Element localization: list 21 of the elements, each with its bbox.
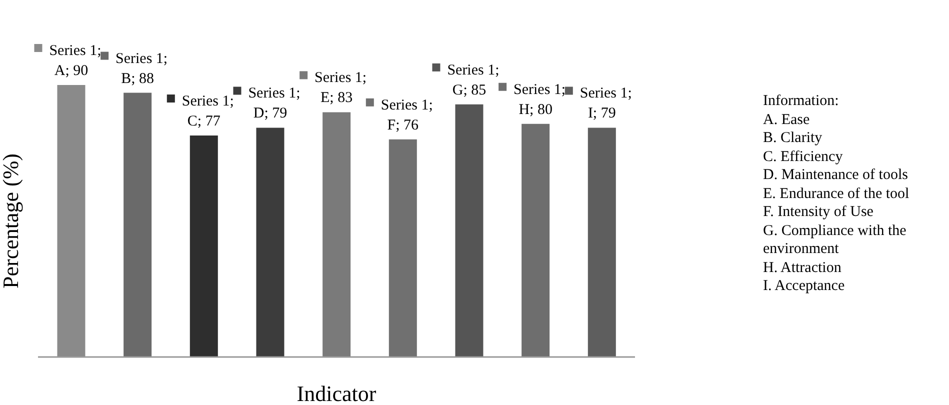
text: Information:: [763, 92, 840, 110]
data-label: Series 1; B; 88: [116, 50, 168, 87]
text: B. Clarity: [763, 129, 824, 148]
data-label: Series 1; F; 76: [380, 97, 433, 134]
data-label: Series 1; A; 90: [49, 43, 102, 79]
data-label: Series 1; C; 77: [182, 94, 234, 130]
data-label: Series 1; E; 83: [314, 70, 367, 106]
data-label: Series 1; I; 79: [580, 86, 632, 122]
x-axis-title: Indicator: [296, 381, 377, 405]
data-label: Series 1; D; 79: [248, 86, 300, 122]
data-label: Series 1; G; 85: [447, 62, 500, 98]
text: F. Intensity of Use: [763, 203, 874, 222]
text: G. Compliance with the environment: [763, 222, 908, 258]
text: E. Endurance of the tool: [763, 184, 910, 203]
data-label: Series 1; H; 80: [514, 82, 566, 118]
text: D. Maintenance of tools: [763, 166, 909, 184]
text: I. Acceptance: [763, 277, 846, 296]
text: H. Attraction: [763, 258, 842, 277]
text: C. Efficiency: [763, 148, 844, 166]
y-axis-title: Percentage (%): [0, 154, 23, 288]
text: A. Ease: [763, 110, 811, 129]
